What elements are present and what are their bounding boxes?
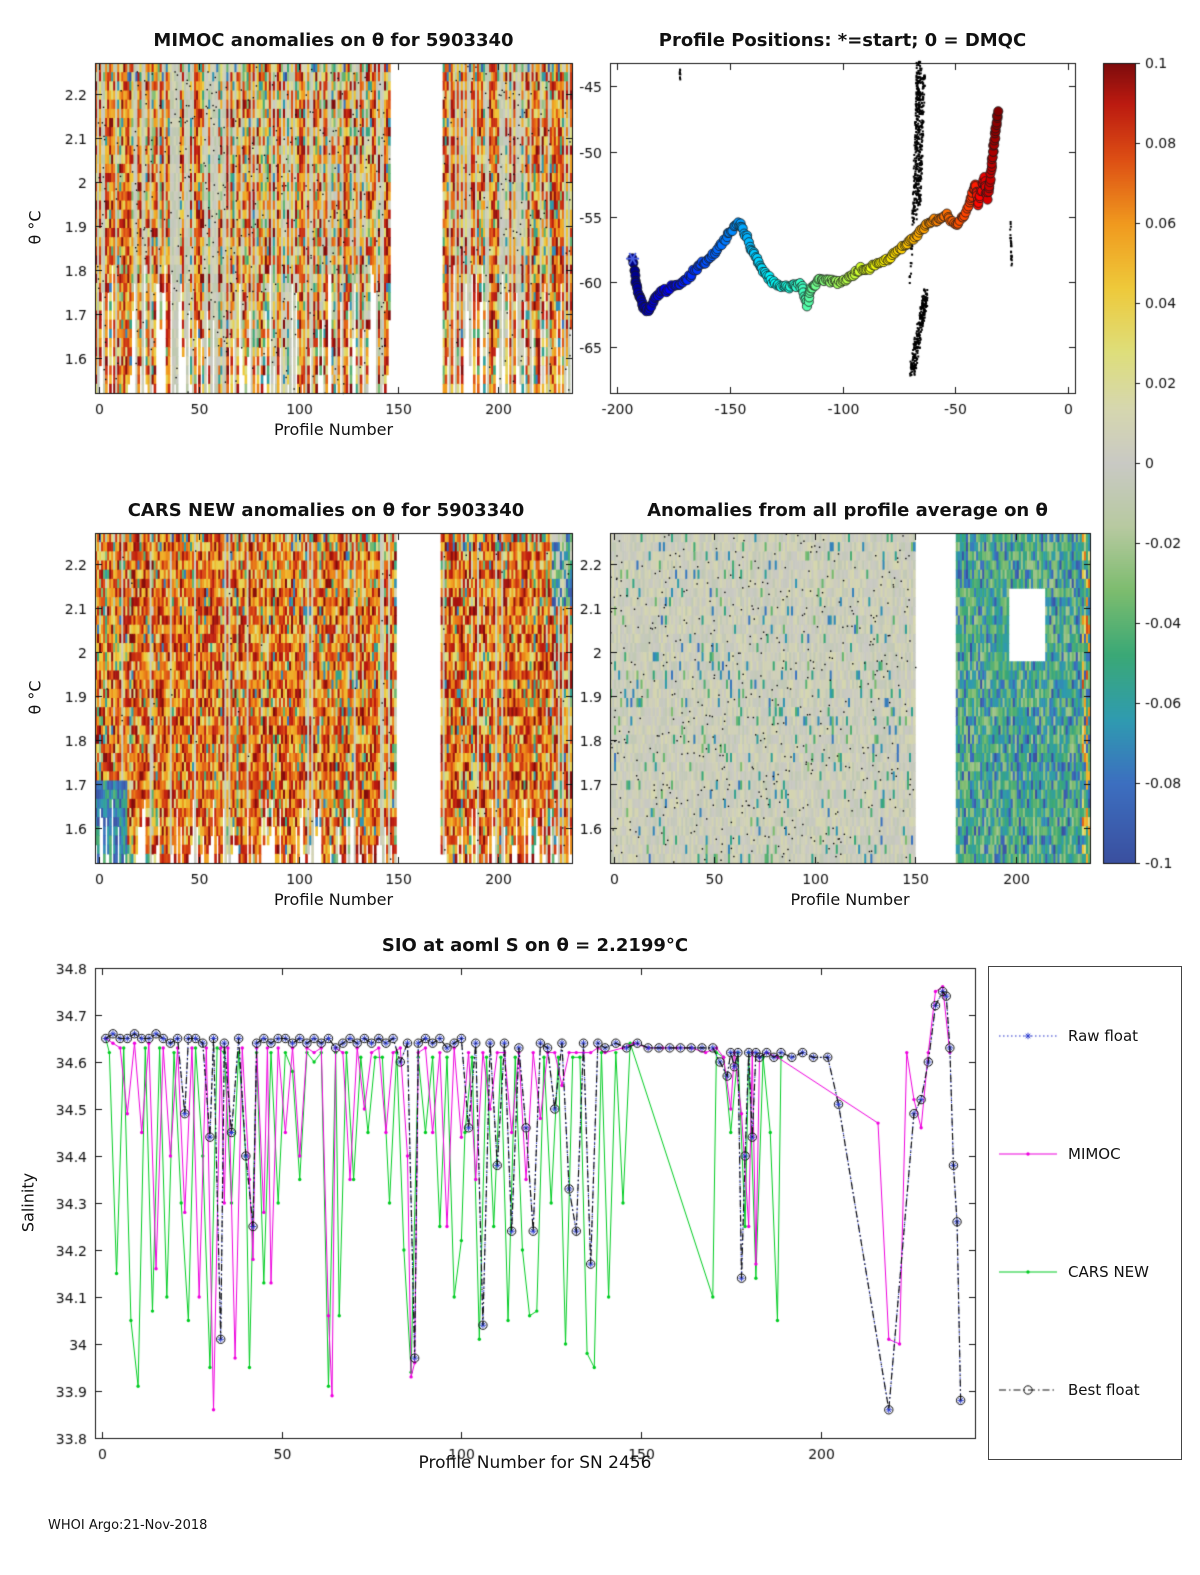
profile-positions-map <box>545 55 1100 433</box>
cars-ylabel: θ °C <box>25 680 45 715</box>
legend-item-raw-float: Raw float <box>989 1026 1181 1046</box>
legend-label: Raw float <box>1068 1027 1139 1045</box>
footer-datestamp: WHOI Argo:21-Nov-2018 <box>48 1518 208 1533</box>
cars-new-line-sample-icon <box>997 1262 1059 1282</box>
allprofile-anomaly-heatmap <box>545 525 1105 903</box>
legend-label: Best float <box>1068 1381 1140 1399</box>
legend-item-mimoc: MIMOC <box>989 1144 1181 1164</box>
allprof-panel-title: Anomalies from all profile average on θ <box>647 500 1048 521</box>
sio-panel-title: SIO at aoml S on θ = 2.2199°C <box>381 935 689 956</box>
allprof-xlabel: Profile Number <box>790 890 910 909</box>
legend-item-cars-new: CARS NEW <box>989 1262 1181 1282</box>
mimoc-panel-title: MIMOC anomalies on θ for 5903340 <box>153 30 514 51</box>
mimoc-anomaly-heatmap <box>30 55 585 433</box>
best-float-line-sample-icon <box>997 1380 1059 1400</box>
cars-xlabel: Profile Number <box>273 890 394 909</box>
salinity-line-chart <box>25 960 985 1472</box>
legend-item-best-float: Best float <box>989 1380 1181 1400</box>
sio-xlabel: Profile Number for SN 2456 <box>418 1453 652 1473</box>
cars-panel-title: CARS NEW anomalies on θ for 5903340 <box>127 500 525 521</box>
colorbar <box>1098 55 1198 870</box>
cars-anomaly-heatmap <box>30 525 585 903</box>
positions-panel-title: Profile Positions: *=start; 0 = DMQC <box>658 30 1027 51</box>
mimoc-xlabel: Profile Number <box>273 420 394 439</box>
legend-label: CARS NEW <box>1068 1263 1149 1281</box>
mimoc-ylabel: θ °C <box>25 210 45 245</box>
salinity-ylabel: Salinity <box>18 1172 38 1233</box>
legend-label: MIMOC <box>1068 1145 1121 1163</box>
mimoc-line-sample-icon <box>997 1144 1059 1164</box>
raw-float-line-sample-icon <box>997 1026 1059 1046</box>
legend: Raw float MIMOC CARS NEW Best float <box>988 966 1182 1460</box>
